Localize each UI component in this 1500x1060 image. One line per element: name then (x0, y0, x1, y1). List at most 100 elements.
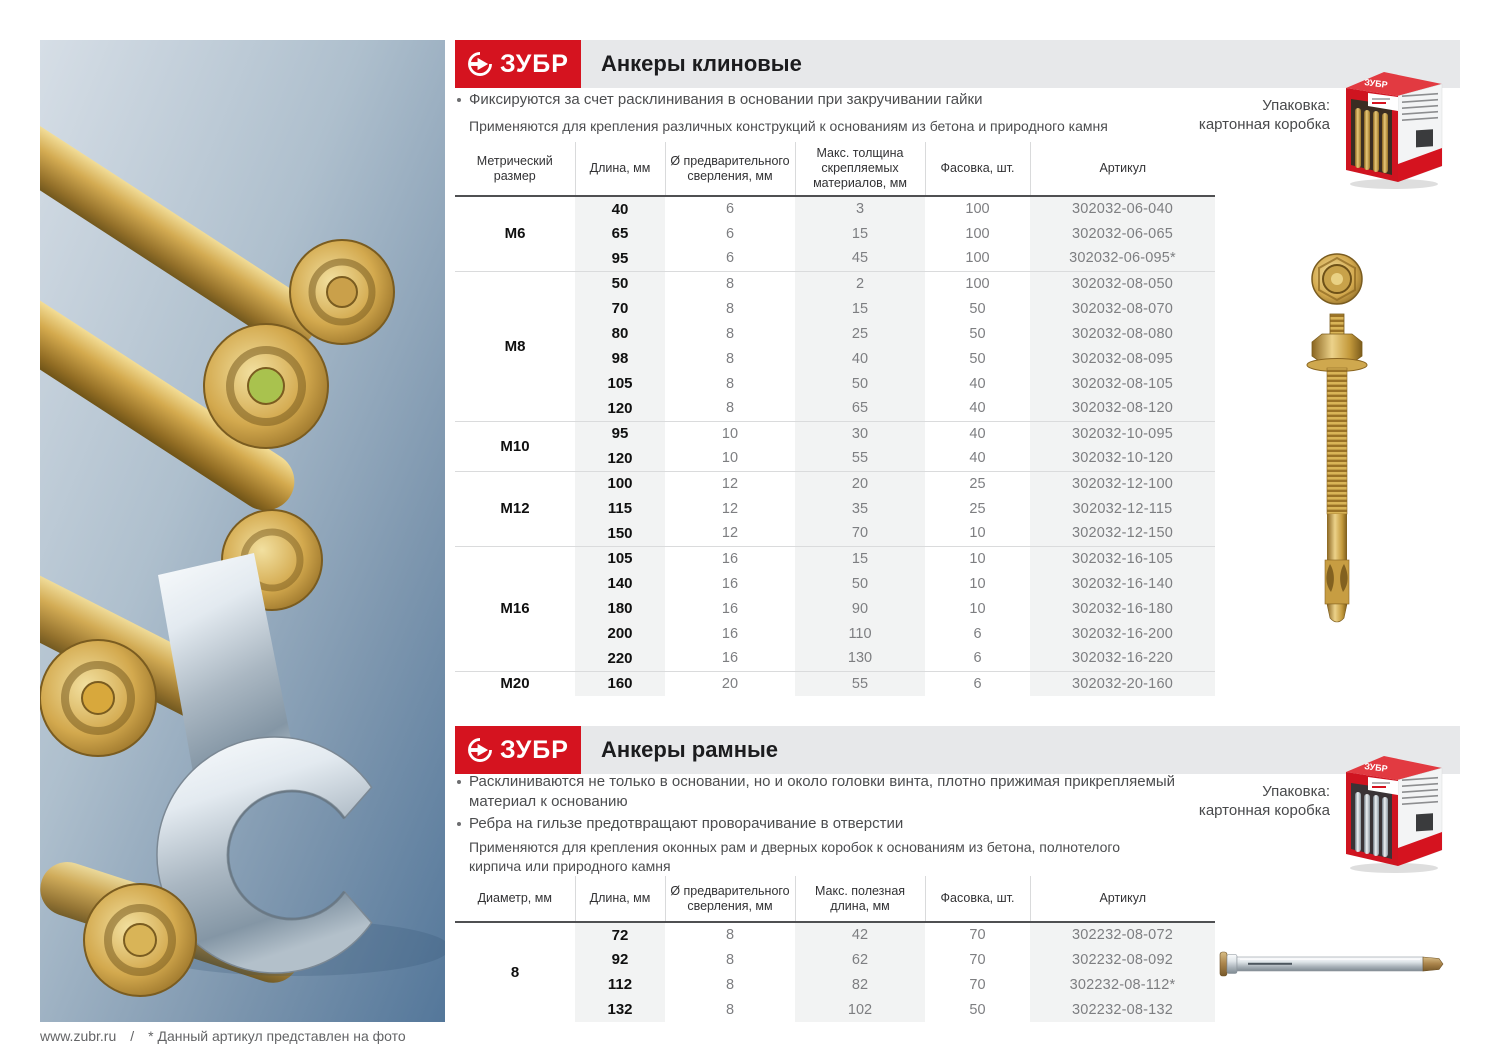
size-cell: 8 (455, 922, 575, 1022)
column-header: Артикул (1029, 876, 1215, 923)
max-thickness-cell: 35 (795, 496, 925, 521)
length-cell: 70 (575, 296, 665, 321)
length-cell: 95 (575, 420, 665, 446)
pack-qty-cell: 40 (969, 375, 986, 392)
packaging-box-image: ЗУБР (1346, 756, 1443, 873)
length-cell: 72 (575, 922, 665, 947)
packaging-value: картонная коробка (1198, 802, 1330, 819)
drill-diameter-cell: 8 (725, 927, 735, 943)
max-thickness-cell: 25 (795, 321, 925, 346)
table-row: 150 12 70 10 302032-12-150 (455, 521, 1215, 546)
drill-diameter-cell: 8 (665, 270, 795, 296)
bullet-dot-icon (457, 98, 461, 102)
section-header-band (455, 726, 1460, 774)
brand-arrow-icon (468, 52, 492, 76)
table-row: 95 6 45 100 302032-06-095* (455, 246, 1215, 271)
drill-diameter-cell: 20 (665, 670, 795, 696)
drill-diameter-cell: 12 (721, 500, 739, 517)
drill-diameter-cell: 8 (725, 325, 735, 342)
box-brand-text: ЗУБР (1364, 761, 1388, 774)
spec-table: Диаметр, мм Длина, мм Ø предварительного с… (455, 876, 1215, 1022)
brand-logo: ЗУБР (455, 40, 581, 88)
column-header: Фасовка, шт. (924, 876, 1030, 923)
packaging-info: Упаковка: картонная коробка (1170, 782, 1330, 820)
feature-list: Расклиниваются не только в основании, но… (457, 772, 1177, 836)
max-thickness-cell: 45 (795, 246, 925, 271)
column-header: Ø предварительного сверления, мм (664, 876, 795, 923)
pack-qty-cell: 100 (965, 201, 990, 217)
sku-cell: 302232-08-092 (1030, 947, 1215, 972)
drill-diameter-cell: 12 (665, 470, 795, 496)
max-thickness-cell: 62 (795, 947, 925, 972)
pack-qty-cell: 6 (973, 625, 982, 642)
pack-qty-cell: 10 (969, 575, 986, 592)
pack-qty-cell: 70 (969, 951, 986, 968)
table-row: 80 8 25 50 302032-08-080 (455, 321, 1215, 346)
length-cell: 95 (575, 246, 665, 271)
packaging-box-image: ЗУБР (1346, 72, 1443, 189)
column-header: Длина, мм (574, 142, 665, 197)
pack-qty-cell: 25 (969, 500, 986, 517)
footer-divider: / (130, 1028, 135, 1044)
feature-list: Фиксируются за счет расклинивания в осно… (457, 90, 1202, 112)
drill-diameter-cell: 10 (665, 420, 795, 446)
table-row: М12 100 12 20 25 302032-12-100 (455, 470, 1215, 546)
pack-qty-cell: 25 (925, 470, 1030, 496)
sku-cell: 302032-06-095* (1030, 246, 1215, 271)
length-cell: 120 (575, 446, 665, 471)
drill-diameter-cell: 16 (721, 600, 739, 617)
pack-qty-cell: 70 (969, 976, 986, 993)
drill-diameter-cell: 16 (721, 575, 739, 592)
page-footer: www.zubr.ru / * Данный артикул представлен… (40, 1028, 420, 1044)
sku-cell: 302032-16-220 (1030, 646, 1215, 671)
column-header: Длина, мм (574, 876, 665, 923)
bullet-text: Ребра на гильзе предотвращают проворачив… (469, 815, 904, 832)
packaging-label: Упаковка: (1262, 97, 1330, 114)
table-row: 70 8 15 50 302032-08-070 (455, 296, 1215, 321)
max-thickness-cell: 42 (795, 922, 925, 947)
table-row: 112 8 82 70 302232-08-112* (455, 972, 1215, 997)
pack-qty-cell: 10 (925, 545, 1030, 571)
sku-cell: 302032-10-095 (1030, 420, 1215, 446)
pack-qty-cell: 40 (969, 400, 986, 417)
length-cell: 150 (575, 521, 665, 546)
sku-cell: 302032-06-065 (1030, 221, 1215, 246)
table-row: 115 12 35 25 302032-12-115 (455, 496, 1215, 521)
length-cell: 80 (575, 321, 665, 346)
pack-qty-cell: 100 (965, 250, 990, 267)
table-row: 98 8 40 50 302032-08-095 (455, 346, 1215, 371)
length-cell: 92 (575, 947, 665, 972)
bullet-item: Ребра на гильзе предотвращают проворачив… (457, 814, 1177, 834)
max-thickness-cell: 3 (795, 196, 925, 221)
brand-name: ЗУБР (500, 735, 569, 764)
max-thickness-cell: 70 (795, 521, 925, 546)
max-thickness-cell: 102 (795, 997, 925, 1022)
table-row: 92 8 62 70 302232-08-092 (455, 947, 1215, 972)
packaging-info: Упаковка: картонная коробка (1170, 96, 1330, 134)
product-photo (40, 40, 445, 1022)
sku-cell: 302232-08-112* (1030, 972, 1215, 997)
length-cell: 120 (575, 396, 665, 421)
max-thickness-cell: 15 (795, 545, 925, 571)
drill-diameter-cell: 12 (721, 525, 739, 542)
max-thickness-cell: 2 (795, 270, 925, 296)
column-header: Диаметр, мм (455, 876, 575, 923)
spec-table-wrap: Метрический размер Длина, мм Ø предварител… (455, 142, 1215, 696)
max-thickness-cell: 55 (795, 670, 925, 696)
section-header-band (455, 40, 1460, 88)
length-cell: 65 (575, 221, 665, 246)
drill-diameter-cell: 6 (725, 225, 735, 242)
column-header: Фасовка, шт. (924, 142, 1030, 197)
table-row: 132 8 102 50 302232-08-132 (455, 997, 1215, 1022)
bullet-dot-icon (457, 780, 461, 784)
sku-cell: 302032-08-070 (1030, 296, 1215, 321)
max-thickness-cell: 65 (795, 396, 925, 421)
drill-diameter-cell: 16 (665, 545, 795, 571)
length-cell: 160 (575, 670, 665, 696)
drill-diameter-cell: 6 (725, 201, 735, 217)
column-header: Артикул (1029, 142, 1215, 197)
column-header: Метрический размер (455, 142, 575, 197)
bullet-dot-icon (457, 822, 461, 826)
pack-qty-cell: 40 (925, 420, 1030, 446)
pack-qty-cell: 70 (969, 927, 986, 943)
